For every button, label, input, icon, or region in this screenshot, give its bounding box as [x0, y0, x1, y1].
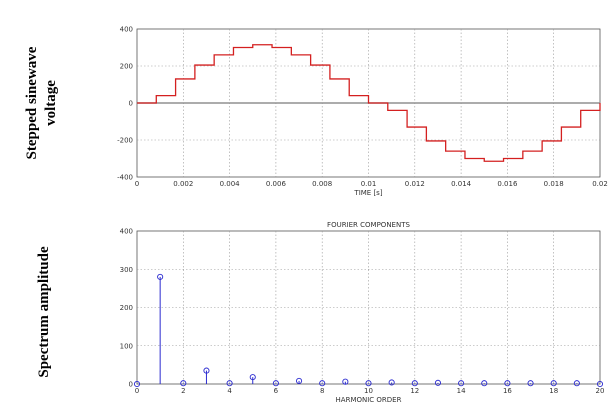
spectrum-y-tick-label: 400: [120, 228, 133, 236]
harmonic-marker: [342, 378, 349, 385]
spectrum-y-tick-label: 0: [129, 381, 133, 389]
spectrum-x-tick-label: 10: [364, 387, 373, 395]
voltage-x-tick-label: 0.012: [405, 180, 425, 188]
spectrum-x-axis-label: HARMONIC ORDER: [336, 396, 402, 404]
harmonic-marker: [504, 380, 511, 387]
harmonic-marker: [203, 367, 210, 374]
harmonic-marker: [226, 380, 233, 387]
harmonic-marker: [365, 380, 372, 387]
voltage-y-tick-label: 0: [129, 100, 133, 108]
spectrum-x-tick-label: 8: [320, 387, 324, 395]
spectrum-x-tick-label: 12: [410, 387, 419, 395]
spectrum-x-tick-label: 2: [181, 387, 185, 395]
harmonic-marker: [458, 380, 465, 387]
harmonic-marker: [180, 380, 187, 387]
voltage-x-tick-label: 0: [135, 180, 139, 188]
harmonic-marker: [573, 380, 580, 387]
harmonic-marker: [272, 380, 279, 387]
spectrum-x-tick-label: 6: [274, 387, 279, 395]
harmonic-marker: [434, 379, 442, 386]
harmonic-marker: [411, 380, 418, 387]
voltage-y-tick-label: 200: [120, 63, 133, 71]
voltage-x-tick-label: 0.004: [220, 180, 241, 188]
voltage-x-tick-label: 0.02: [592, 180, 608, 188]
spectrum-x-tick-label: 0: [135, 387, 139, 395]
voltage-x-tick-label: 0.016: [497, 180, 518, 188]
voltage-x-tick-label: 0.018: [544, 180, 564, 188]
voltage-y-tick-label: -400: [117, 174, 133, 182]
stepped-waveform-line: [137, 44, 601, 162]
harmonic-marker: [133, 380, 141, 388]
stepped-sinewave-plot: 0 0.002 0.004 0.006 0.008 0.01 0.012 0.014 0.016…: [117, 26, 608, 198]
voltage-x-tick-label: 0.014: [451, 180, 472, 188]
harmonic-marker: [596, 380, 604, 388]
voltage-x-tick-label: 0.006: [266, 180, 287, 188]
voltage-y-tick-label: 400: [120, 26, 133, 34]
harmonic-marker: [295, 377, 303, 384]
spectrum-y-tick-label: 200: [120, 304, 133, 312]
spectrum-y-tick-label: 300: [120, 266, 133, 274]
spectrum-chart-title: FOURIER COMPONENTS: [327, 221, 410, 229]
side-label-voltage-line2: voltage: [43, 80, 59, 126]
voltage-x-tick-label: 0.01: [361, 180, 377, 188]
harmonic-marker: [388, 379, 395, 386]
harmonic-marker: [157, 273, 164, 280]
spectrum-x-tick-label: 16: [503, 387, 512, 395]
spectrum-x-tick-label: 4: [227, 387, 232, 395]
spectrum-x-tick-label: 20: [596, 387, 605, 395]
side-label-voltage-line1: Stepped sinewave: [24, 46, 40, 159]
harmonic-marker: [550, 380, 557, 387]
voltage-y-tick-label: -200: [117, 137, 133, 145]
side-label-spectrum: Spectrum amplitude: [36, 246, 52, 378]
voltage-x-tick-label: 0.008: [312, 180, 332, 188]
voltage-x-tick-label: 0.002: [173, 180, 193, 188]
harmonic-marker: [481, 380, 488, 387]
spectrum-x-tick-label: 14: [457, 387, 466, 395]
spectrum-y-tick-label: 100: [120, 342, 133, 350]
harmonic-marker: [319, 380, 326, 387]
spectrum-x-tick-label: 18: [549, 387, 558, 395]
harmonic-marker: [527, 380, 534, 387]
harmonic-marker: [249, 374, 256, 381]
voltage-x-axis-label: TIME [s]: [353, 189, 382, 197]
